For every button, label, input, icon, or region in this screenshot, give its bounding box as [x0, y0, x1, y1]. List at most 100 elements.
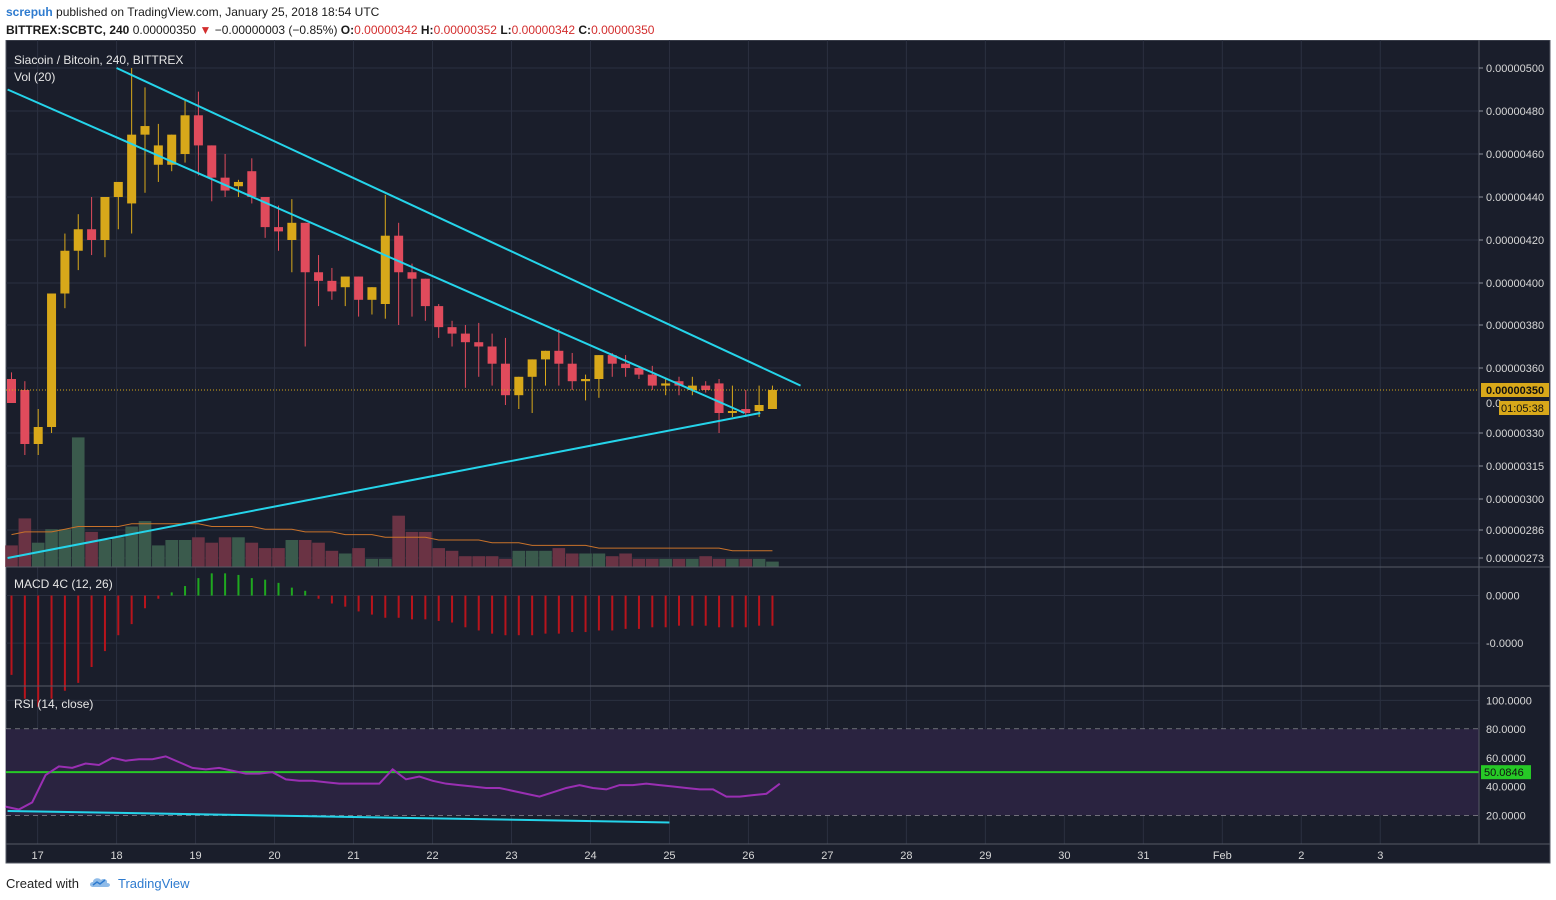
x-tick-label: 22 — [426, 850, 438, 862]
candle-bear — [447, 327, 457, 334]
price-tick-label: 0.00000460 — [1486, 149, 1544, 161]
candle-bear — [554, 350, 564, 364]
countdown-label: 01:05:38 — [1501, 403, 1544, 415]
candle-bear — [460, 333, 470, 343]
candle-bear — [741, 409, 751, 413]
candle-bear — [274, 227, 283, 232]
volume-bar — [672, 558, 686, 567]
candle-bull — [767, 390, 777, 409]
ohlc-header: BITTREX:SCBTC, 240 0.00000350 ▼ −0.00000… — [6, 23, 654, 37]
candle-bull — [380, 235, 390, 304]
symbol-label: BITTREX:SCBTC, 240 — [6, 23, 130, 37]
x-tick-label: 26 — [742, 850, 754, 862]
candle-bull — [727, 411, 737, 413]
volume-bar — [739, 558, 753, 567]
volume-bar — [298, 540, 312, 567]
candle-bull — [514, 376, 524, 396]
volume-bar — [565, 553, 579, 567]
price-tick-label-partial: 0.0 — [1486, 398, 1501, 410]
price-tick-label: 0.00000315 — [1486, 461, 1544, 473]
volume-bar — [659, 558, 672, 567]
volume-bar — [525, 550, 539, 567]
volume-bar — [726, 558, 739, 567]
rsi-tick-label: 60.0000 — [1486, 753, 1526, 765]
volume-bar — [499, 558, 512, 567]
volume-bar — [58, 529, 72, 567]
candle-bull — [113, 181, 123, 197]
published-text: published on TradingView.com, January 25… — [56, 5, 380, 19]
rsi-value-label: 50.0846 — [1484, 767, 1524, 779]
volume-bar — [365, 558, 379, 567]
x-tick-label: 18 — [110, 850, 122, 862]
volume-bar — [138, 521, 152, 567]
volume-bar — [699, 556, 712, 567]
volume-bar — [31, 542, 45, 567]
rsi-tick-label: 40.0000 — [1486, 782, 1526, 794]
rsi-tick-label: 20.0000 — [1486, 810, 1526, 822]
tradingview-logo-icon[interactable] — [88, 875, 112, 892]
tradingview-brand[interactable]: TradingView — [117, 876, 190, 891]
volume-bar — [552, 548, 566, 567]
candle-bear — [434, 306, 444, 328]
volume-bar — [165, 540, 178, 567]
candle-bear — [407, 272, 417, 279]
volume-bar — [632, 558, 646, 567]
author-username[interactable]: screpuh — [6, 5, 53, 19]
candle-bull — [73, 229, 83, 251]
rsi-pane-title: RSI (14, close) — [14, 697, 93, 711]
candle-bull — [541, 350, 550, 360]
volume-bar — [579, 553, 592, 567]
x-tick-label: 24 — [584, 850, 596, 862]
volume-bar — [445, 550, 459, 567]
candle-bull — [167, 134, 177, 165]
price-tick-label: 0.00000380 — [1486, 320, 1544, 332]
macd-histogram — [10, 573, 774, 707]
open-label: O: — [340, 23, 355, 37]
volume-bar — [325, 550, 339, 567]
price-tick-label: 0.00000420 — [1486, 235, 1544, 247]
time-scale-background[interactable] — [6, 844, 1550, 863]
trading-chart[interactable]: 17 18 19 20 21 22 23 24 25 26 27 28 29 30 31 Feb 2 30.000… — [0, 40, 1556, 868]
low-value: 0.00000342 — [511, 23, 576, 37]
candle-bear — [300, 222, 310, 273]
volume-bar — [539, 550, 552, 567]
rsi-value-label-box — [1481, 765, 1531, 780]
price-tick-label: 0.00000286 — [1486, 525, 1544, 537]
close-label: C: — [578, 23, 592, 37]
price-tick-label: 0.00000440 — [1486, 192, 1544, 204]
candle-bull — [687, 385, 697, 390]
trendlines[interactable] — [7, 67, 801, 559]
x-tick-label: Feb — [1213, 850, 1232, 862]
candle-bear — [420, 278, 430, 307]
candle-bull — [367, 287, 377, 300]
candle-bear — [634, 368, 644, 375]
volume-bar — [686, 558, 699, 567]
footer: Created with TradingView — [6, 875, 190, 892]
volume-bar — [5, 545, 18, 567]
price-scale-background[interactable] — [1479, 40, 1550, 844]
volume-bar — [192, 537, 205, 567]
rsi-tick-label: 100.0000 — [1486, 695, 1532, 707]
candle-bear — [394, 235, 404, 273]
candle-bull — [754, 405, 764, 411]
candle-bull — [594, 355, 604, 379]
x-tick-label: 2 — [1298, 850, 1304, 862]
publish-header: screpuh published on TradingView.com, Ja… — [6, 5, 379, 19]
volume-bar — [379, 558, 392, 567]
volume-bar — [85, 531, 98, 567]
candle-bear — [193, 115, 203, 146]
candle-bear — [354, 276, 364, 300]
volume-bar — [646, 558, 659, 567]
volume-bar — [712, 558, 726, 567]
candle-bull — [60, 250, 70, 294]
volume-bar — [258, 548, 272, 567]
volume-bar — [71, 437, 85, 567]
candle-bear — [87, 229, 97, 240]
volume-bar — [338, 553, 352, 567]
x-tick-label: 19 — [189, 850, 201, 862]
candle-bear — [567, 363, 577, 382]
candle-bear — [647, 374, 657, 386]
open-value: 0.00000342 — [354, 23, 418, 37]
candle-bull — [140, 126, 150, 135]
candle-bear — [260, 197, 270, 228]
